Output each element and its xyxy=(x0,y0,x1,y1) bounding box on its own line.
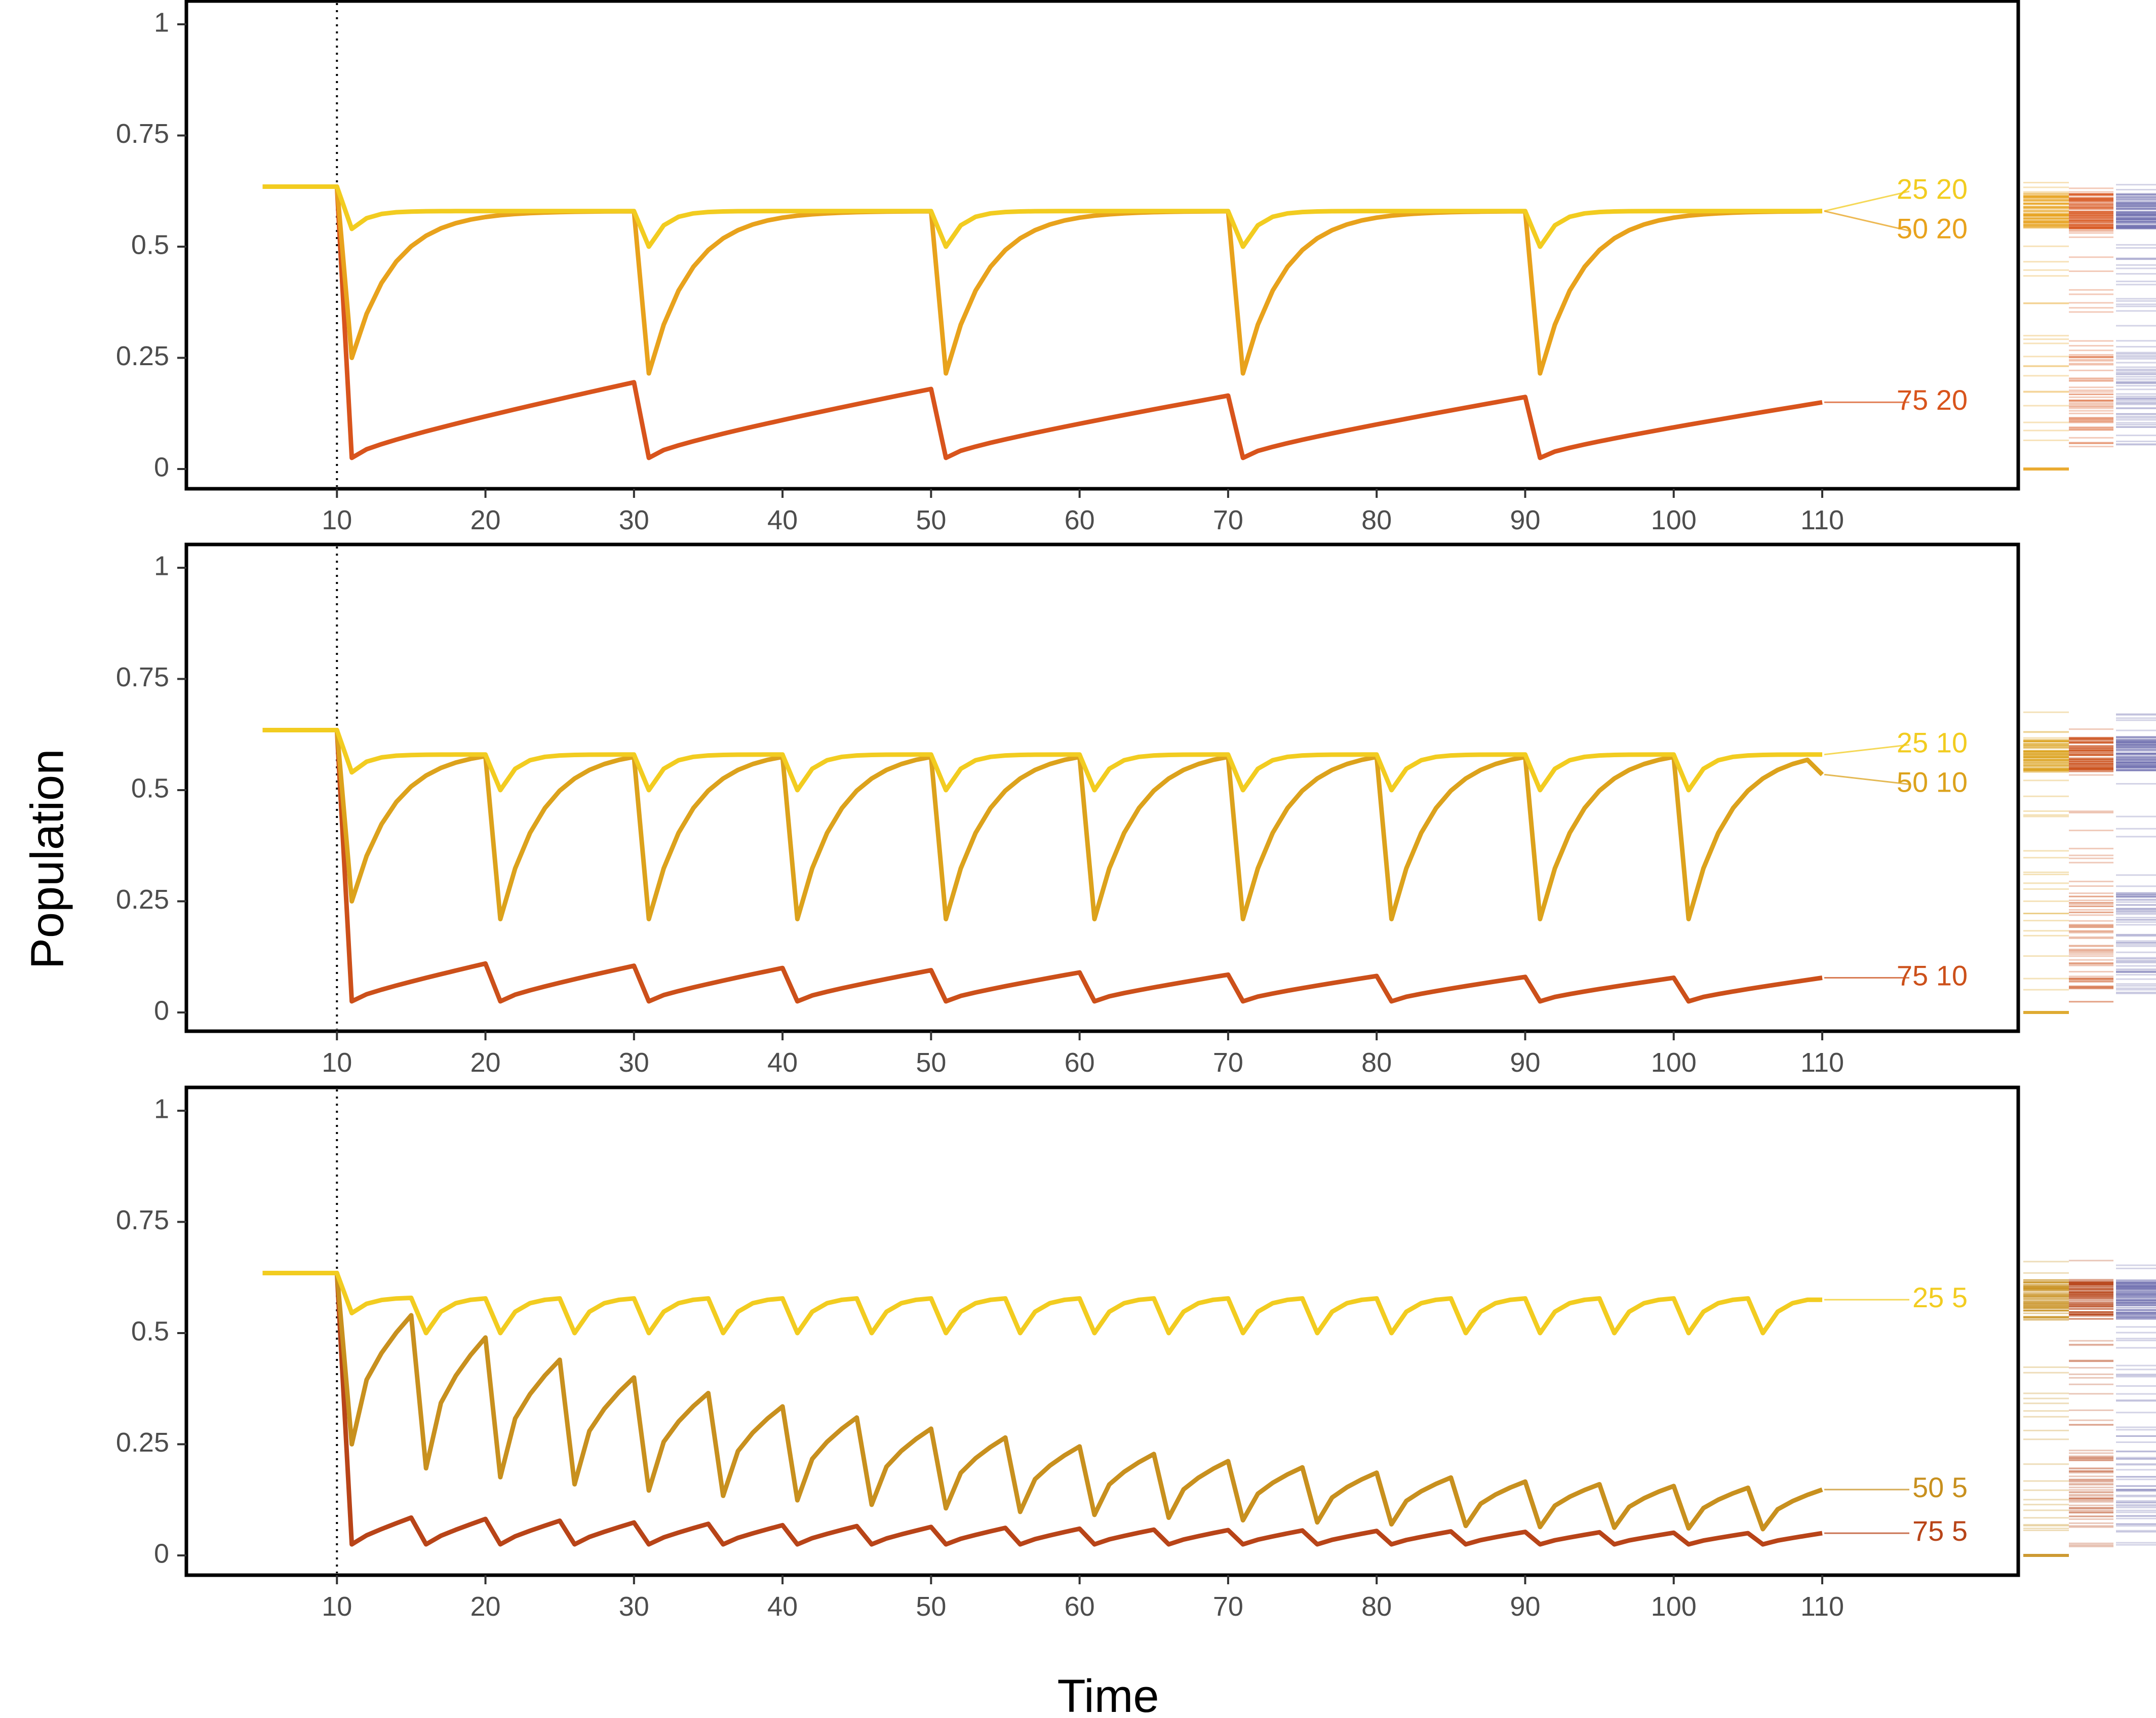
x-tick-label: 90 xyxy=(1510,1047,1540,1078)
series-label: 50 5 xyxy=(1912,1471,1968,1503)
leader-line xyxy=(1824,210,1910,232)
series-label: 50 10 xyxy=(1897,766,1968,798)
x-tick-label: 50 xyxy=(916,505,946,535)
x-tick-label: 60 xyxy=(1065,1591,1095,1622)
x-tick-label: 10 xyxy=(322,1047,352,1078)
x-tick-label: 40 xyxy=(767,1591,798,1622)
y-tick-label: 0.25 xyxy=(116,884,169,915)
y-tick-label: 0 xyxy=(154,1538,169,1569)
y-tick-label: 1 xyxy=(154,7,169,37)
x-axis-title: Time xyxy=(1057,1670,1159,1718)
leader-line xyxy=(1824,190,1910,212)
y-tick-label: 0.25 xyxy=(116,341,169,371)
x-tick-label: 80 xyxy=(1361,1591,1392,1622)
series-label: 75 5 xyxy=(1912,1515,1968,1547)
series-label: 25 10 xyxy=(1897,726,1968,758)
distribution-rug xyxy=(2023,181,2069,471)
distribution-rug xyxy=(2023,711,2069,1014)
x-tick-label: 10 xyxy=(322,1591,352,1622)
x-tick-label: 20 xyxy=(471,1047,501,1078)
x-tick-label: 100 xyxy=(1651,1047,1697,1078)
x-tick-label: 50 xyxy=(916,1591,946,1622)
panel-frame xyxy=(184,542,2020,1033)
x-tick-label: 70 xyxy=(1213,1047,1243,1078)
series-line-50-5 xyxy=(262,1271,1823,1532)
leader-line xyxy=(1824,744,1910,756)
y-tick-label: 1 xyxy=(154,1094,169,1124)
y-tick-label: 0.75 xyxy=(116,119,169,149)
x-tick-label: 110 xyxy=(1800,1047,1844,1078)
x-tick-label: 30 xyxy=(619,505,649,535)
x-tick-label: 80 xyxy=(1361,505,1392,535)
distribution-rug xyxy=(2069,187,2113,448)
x-tick-label: 110 xyxy=(1800,1591,1844,1622)
panel-frame xyxy=(184,1085,2020,1577)
distribution-rug xyxy=(2069,1260,2113,1547)
x-tick-label: 40 xyxy=(767,1047,798,1078)
x-tick-label: 70 xyxy=(1213,1591,1243,1622)
y-tick-label: 0.75 xyxy=(116,1205,169,1235)
x-tick-label: 30 xyxy=(619,1047,649,1078)
x-tick-label: 90 xyxy=(1510,505,1540,535)
x-tick-label: 100 xyxy=(1651,505,1697,535)
series-label: 75 20 xyxy=(1897,384,1968,416)
series-label: 25 5 xyxy=(1912,1281,1968,1313)
y-axis-title: Population xyxy=(21,749,73,969)
series-label: 75 10 xyxy=(1897,959,1968,991)
series-line-75-5 xyxy=(262,1271,1823,1547)
x-tick-label: 110 xyxy=(1800,505,1844,535)
series-label: 25 20 xyxy=(1897,173,1968,205)
distribution-rug xyxy=(2116,184,2156,446)
x-tick-label: 80 xyxy=(1361,1047,1392,1078)
distribution-rug xyxy=(2116,1264,2156,1546)
x-tick-label: 60 xyxy=(1065,505,1095,535)
x-tick-label: 70 xyxy=(1213,505,1243,535)
series-label: 50 20 xyxy=(1897,213,1968,245)
series-line-50-20 xyxy=(262,184,1823,376)
y-tick-label: 0.5 xyxy=(131,1316,169,1346)
y-tick-label: 0 xyxy=(154,452,169,482)
x-tick-label: 10 xyxy=(322,505,352,535)
y-tick-label: 0.25 xyxy=(116,1427,169,1458)
x-tick-label: 100 xyxy=(1651,1591,1697,1622)
x-tick-label: 20 xyxy=(471,505,501,535)
y-tick-label: 0.5 xyxy=(131,229,169,260)
series-line-50-10 xyxy=(262,728,1824,922)
series-line-25-10 xyxy=(262,728,1822,793)
leader-line xyxy=(1824,773,1910,786)
distribution-rug xyxy=(2023,1261,2069,1557)
y-tick-label: 0 xyxy=(154,995,169,1026)
x-tick-label: 50 xyxy=(916,1047,946,1078)
y-tick-label: 1 xyxy=(154,551,169,581)
distribution-rug xyxy=(2069,728,2113,1003)
x-tick-label: 30 xyxy=(619,1591,649,1622)
x-tick-label: 90 xyxy=(1510,1591,1540,1622)
x-tick-label: 40 xyxy=(767,505,798,535)
panel-frame xyxy=(184,0,2020,491)
series-line-75-10 xyxy=(262,728,1823,1004)
distribution-rug xyxy=(2116,713,2156,994)
series-line-75-20 xyxy=(262,184,1823,460)
series-line-25-20 xyxy=(262,184,1822,249)
x-tick-label: 60 xyxy=(1065,1047,1095,1078)
y-tick-label: 0.5 xyxy=(131,773,169,803)
y-tick-label: 0.75 xyxy=(116,662,169,692)
x-tick-label: 20 xyxy=(471,1591,501,1622)
series-line-25-5 xyxy=(262,1271,1823,1336)
